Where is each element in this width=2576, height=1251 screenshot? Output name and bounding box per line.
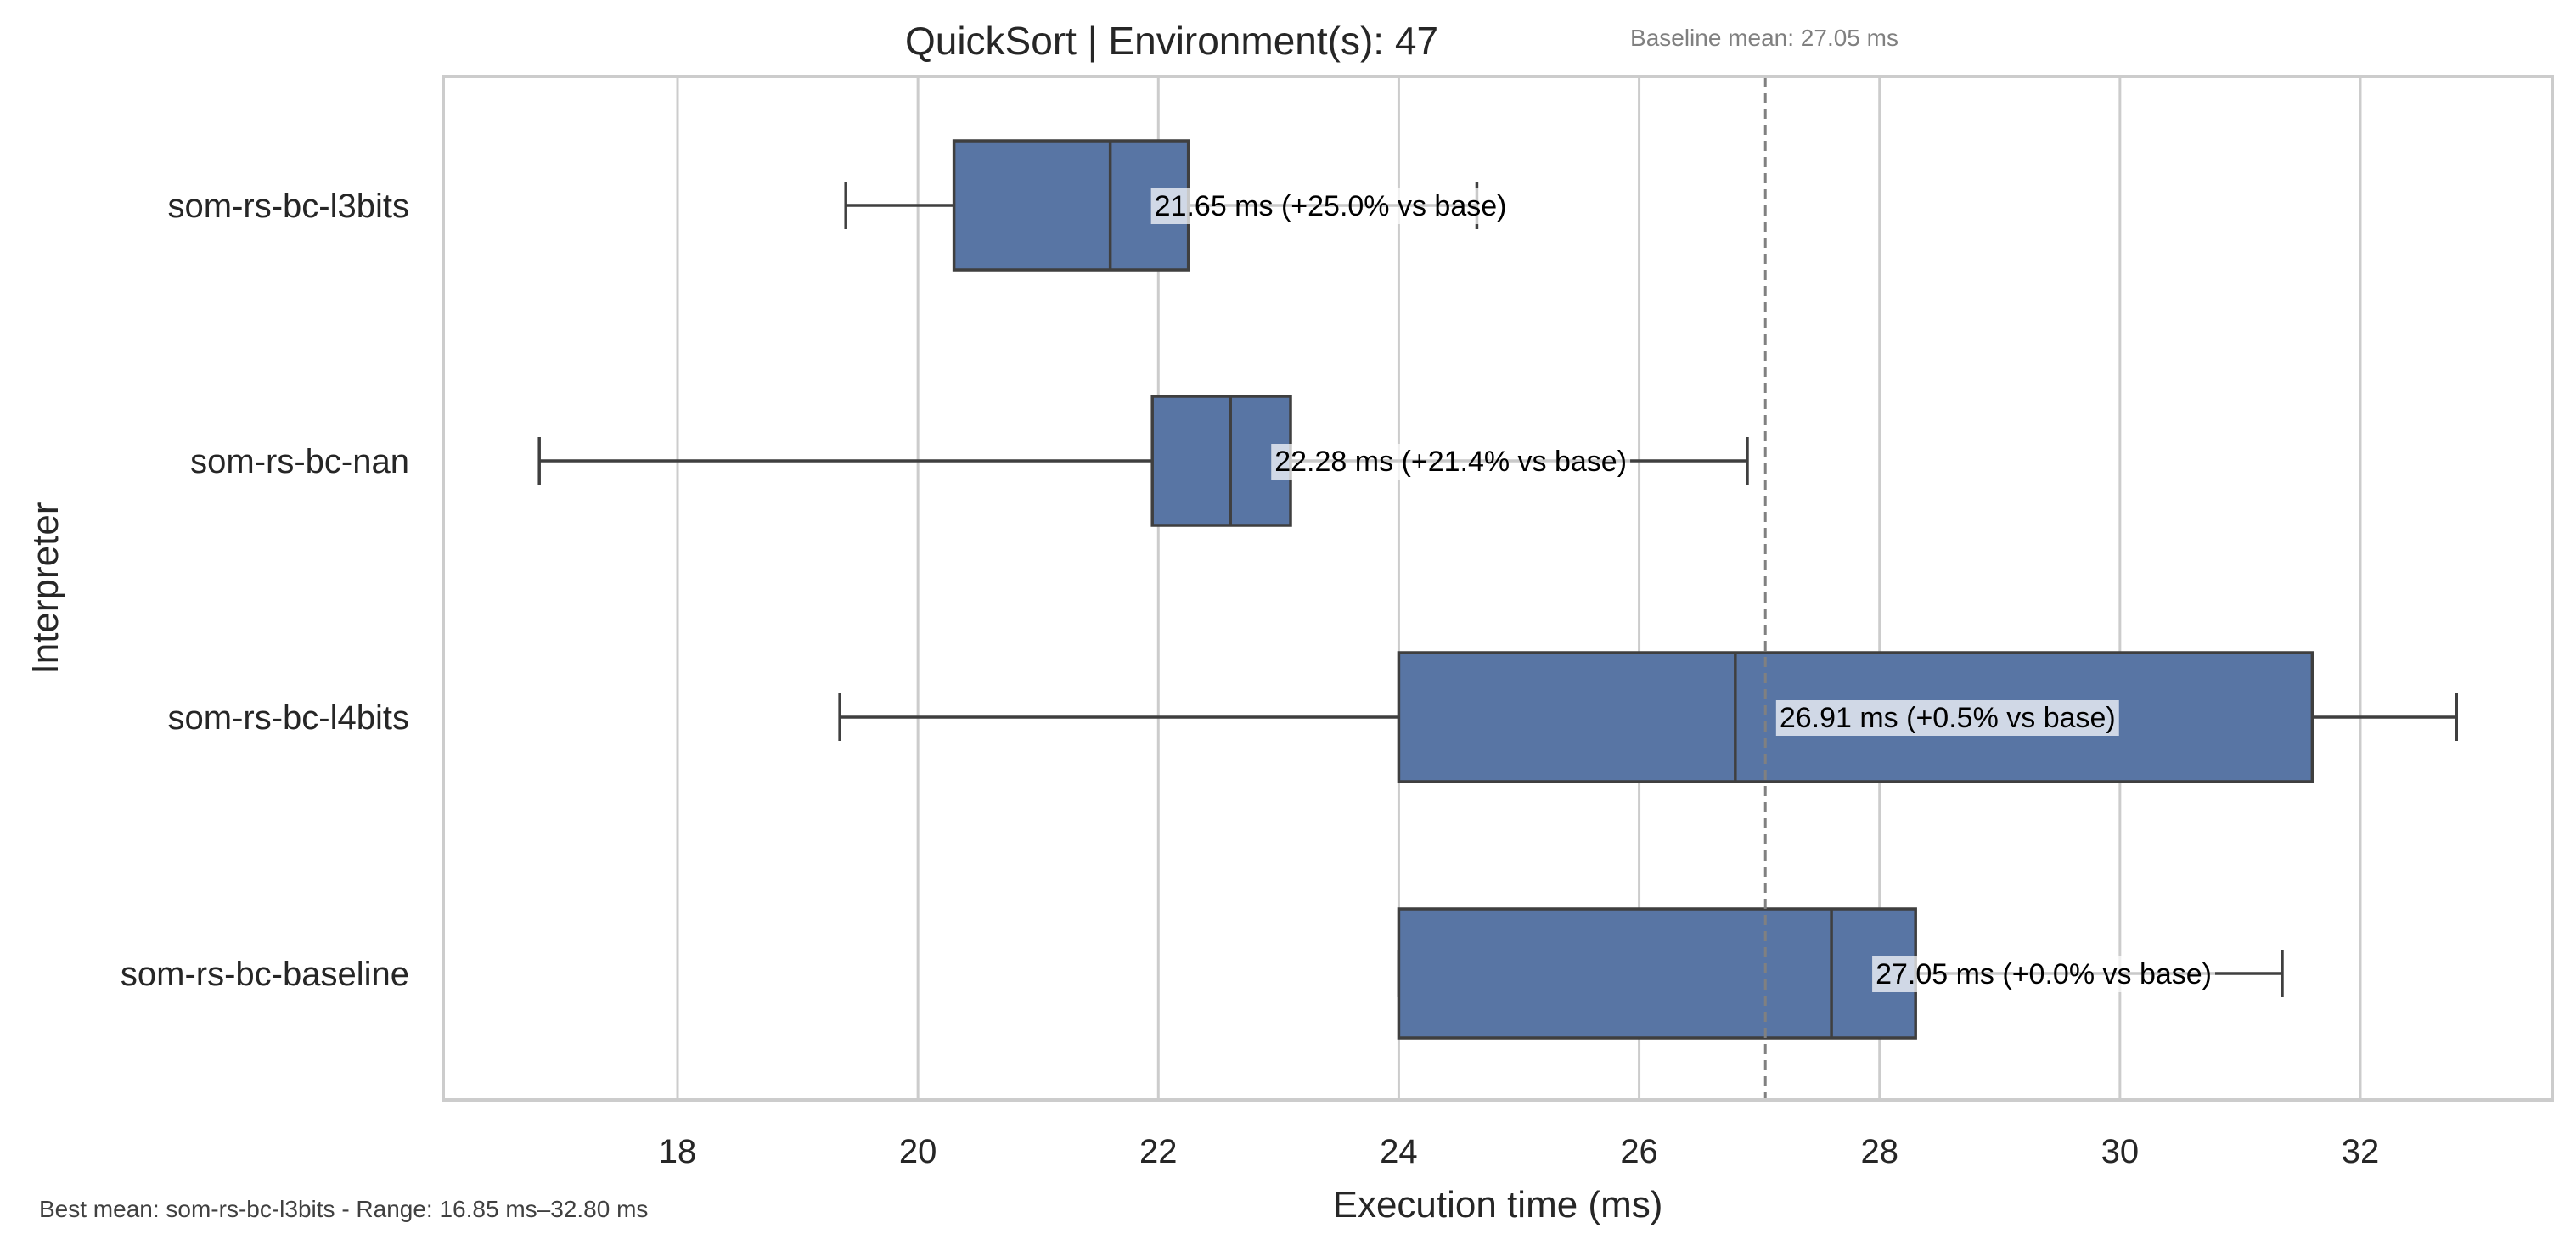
reference-line-label: Baseline mean: 27.05 ms [1630,25,1898,51]
plot-frame [442,75,2554,1102]
box [952,139,1190,272]
y-tick-labels: som-rs-bc-l3bits som-rs-bc-nan som-rs-bc-l… [121,188,409,993]
x-axis-label: Execution time (ms) [1333,1184,1663,1226]
data-label-background [1775,700,2119,736]
box-plot [1397,907,2284,1040]
box [1397,907,1917,1040]
data-label-background [1872,956,2216,992]
y-tick-label: som-rs-bc-l4bits [168,699,409,737]
footnote: Best mean: som-rs-bc-l3bits - Range: 16.… [39,1196,648,1222]
y-tick-label: som-rs-bc-l3bits [168,188,409,225]
chart-title: QuickSort | Environment(s): 47 [905,19,1438,63]
y-tick-label: som-rs-bc-nan [190,443,409,480]
y-tick-label: som-rs-bc-baseline [121,956,409,993]
y-axis-label: Interpreter [25,502,66,675]
x-tick-label: 24 [1380,1133,1418,1170]
box-plot [838,651,2459,783]
data-label-background [1150,188,1510,224]
data-label: 22.28 ms (+21.4% vs base) [1274,446,1627,478]
x-tick-label: 28 [1860,1133,1898,1170]
box [1150,395,1292,527]
x-tick-label: 30 [2101,1133,2140,1170]
data-label: 26.91 ms (+0.5% vs base) [1780,702,2116,734]
data-label: 27.05 ms (+0.0% vs base) [1876,958,2212,990]
data-label: 21.65 ms (+25.0% vs base) [1155,190,1507,222]
x-tick-label: 22 [1139,1133,1178,1170]
data-label-background [1271,444,1631,480]
x-tick-label: 20 [899,1133,937,1170]
data-labels: 21.65 ms (+25.0% vs base) 22.28 ms (+21.4… [1150,188,2216,992]
x-tick-labels: 18 20 22 24 26 28 30 32 [659,1133,2380,1170]
x-tick-label: 26 [1620,1133,1658,1170]
x-tick-label: 32 [2342,1133,2380,1170]
x-tick-label: 18 [659,1133,697,1170]
